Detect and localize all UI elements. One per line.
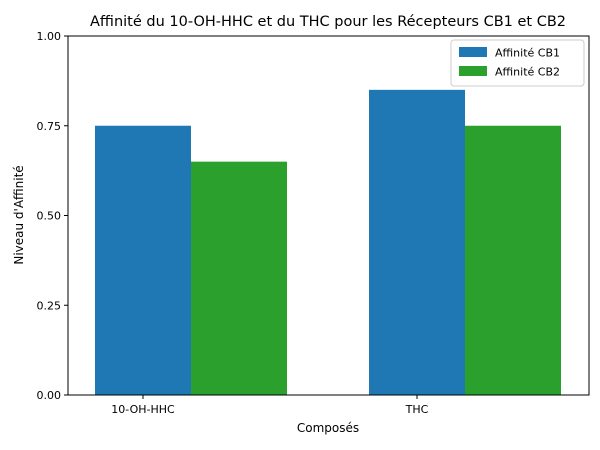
x-axis-label: Composés: [297, 421, 359, 435]
bar-2-10-oh-hhc: [191, 161, 287, 395]
chart-title: Affinité du 10-OH-HHC et du THC pour les…: [90, 14, 566, 30]
y-tick-label: 0.00: [37, 389, 62, 402]
legend: Affinité CB1 Affinité CB2: [450, 39, 585, 87]
x-axis-ticks: 10-OH-HHC THC: [111, 395, 429, 416]
bars: [95, 89, 561, 395]
y-axis-ticks: 0.00 0.25 0.50 0.75 1.00: [37, 30, 68, 402]
plot-frame: [67, 35, 590, 396]
legend-swatch: [459, 66, 487, 76]
legend-label: Affinité CB1: [495, 47, 560, 60]
bar-1-thc: [369, 89, 465, 395]
y-axis-label: Niveau d'Affinité: [12, 165, 26, 264]
y-tick-label: 0.50: [37, 210, 62, 223]
y-tick-label: 0.25: [37, 299, 62, 312]
x-tick-label: THC: [405, 403, 429, 416]
bar-1-10-oh-hhc: [95, 125, 191, 395]
y-tick-label: 1.00: [37, 30, 62, 43]
bar-2-thc: [465, 125, 561, 395]
legend-swatch: [459, 47, 487, 57]
legend-label: Affinité CB2: [495, 66, 560, 79]
y-tick-label: 0.75: [37, 120, 62, 133]
x-tick-label: 10-OH-HHC: [111, 403, 175, 416]
